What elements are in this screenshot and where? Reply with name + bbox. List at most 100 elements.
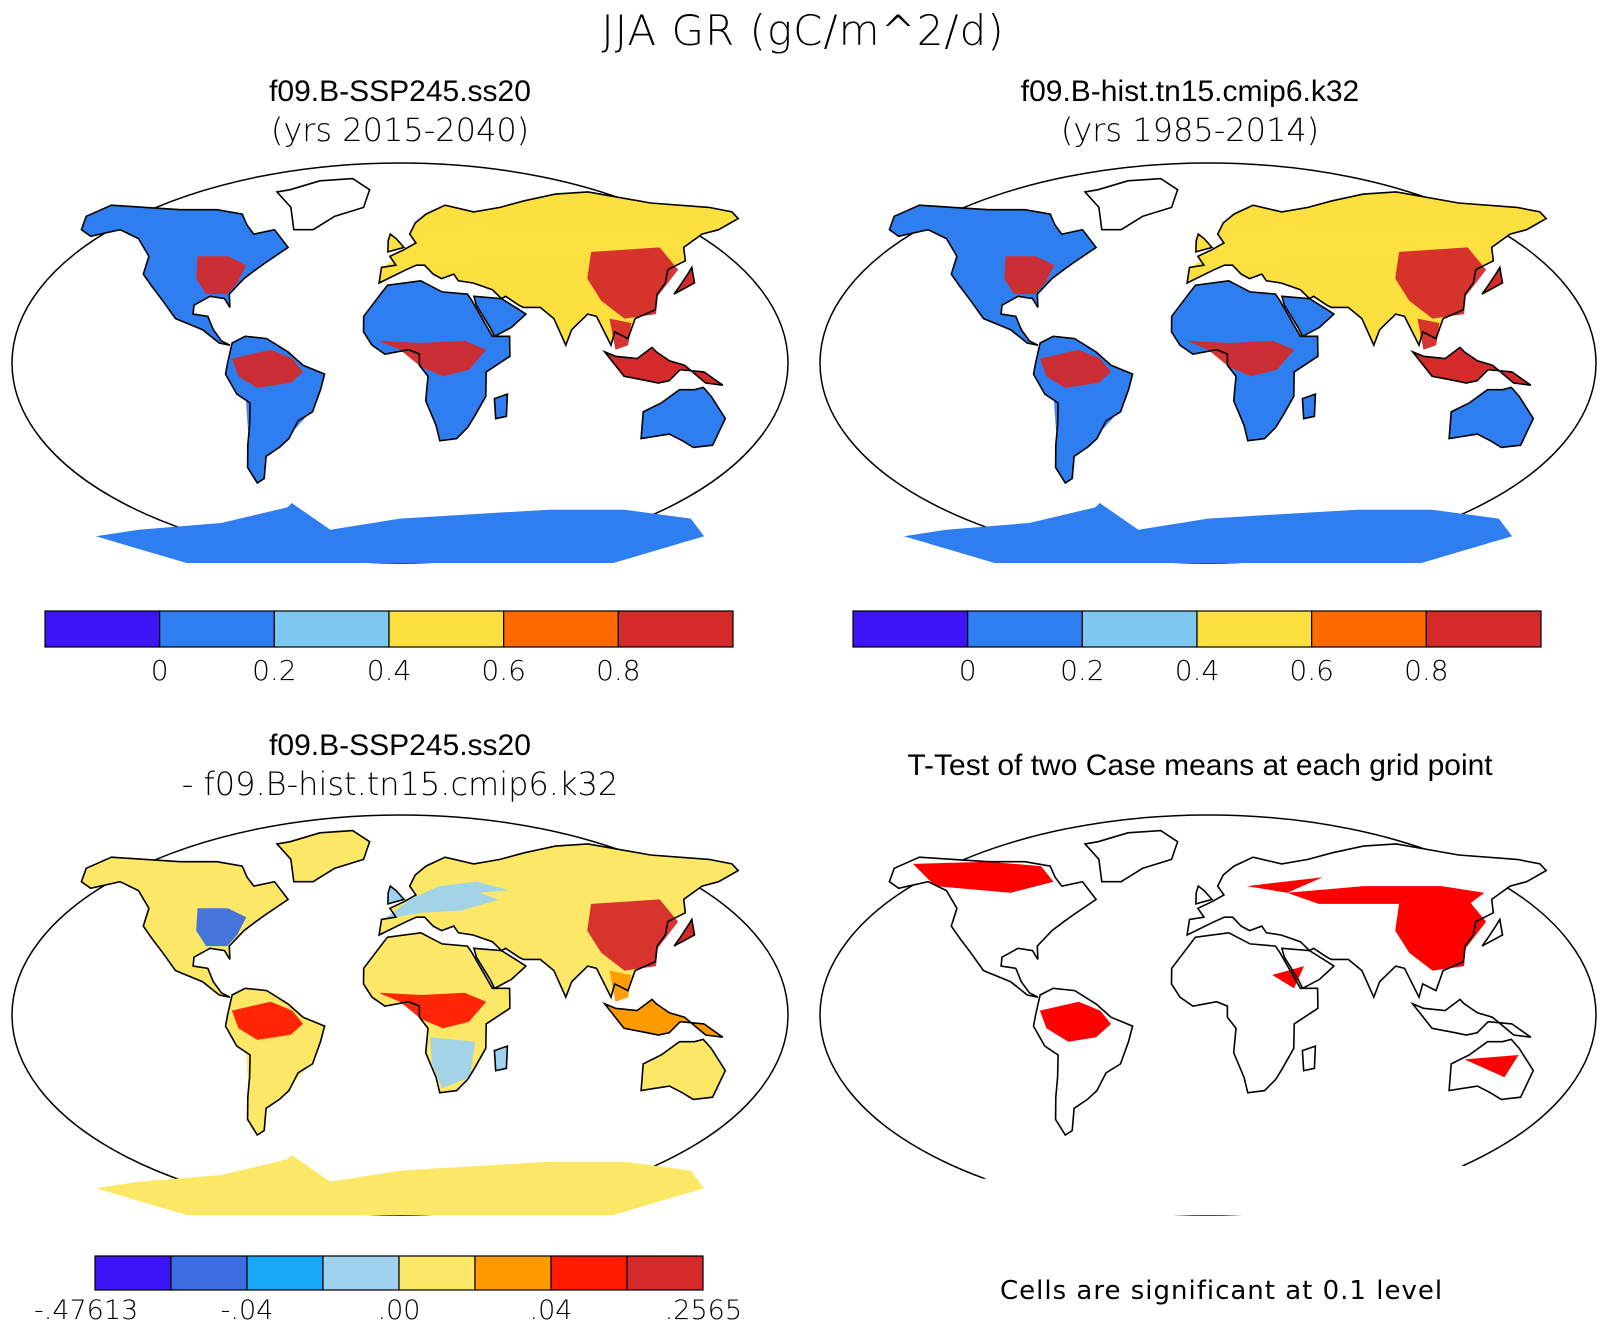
colorbar-box xyxy=(273,610,390,648)
field-siberia xyxy=(479,234,677,252)
field-southern-africa xyxy=(430,1037,476,1089)
field-southern-africa xyxy=(430,385,476,437)
coastline-madagascar xyxy=(1301,1044,1317,1072)
panel-case1-name: f09.B-SSP245.ss20 xyxy=(269,75,531,108)
field-south-america xyxy=(245,1032,315,1104)
field-east-asia xyxy=(587,899,679,971)
field-east-asia xyxy=(587,247,679,319)
coastline-se-islands xyxy=(602,998,724,1038)
colorbar-box xyxy=(550,1255,628,1291)
colorbar-box xyxy=(159,610,275,648)
panel-case1-years: (yrs 2015-2040) xyxy=(270,111,530,149)
coastline-arabia xyxy=(1280,947,1336,990)
coastline-australia xyxy=(640,386,727,449)
coastline-uk xyxy=(387,232,406,253)
panel-diff-subtitle: - f09.B-hist.tn15.cmip6.k32 xyxy=(181,765,619,803)
coastline-greenland xyxy=(275,177,371,231)
coastline-north-america xyxy=(80,856,290,998)
land-se-islands xyxy=(604,347,723,386)
colorbar-tick-label: 0 xyxy=(151,654,169,687)
colorbar-tick-label: 0 xyxy=(959,654,977,687)
coastline-australia xyxy=(1448,1038,1535,1101)
land-madagascar xyxy=(1302,394,1316,419)
colorbar-tick-label: 0.6 xyxy=(481,654,526,687)
colorbar-box xyxy=(503,610,619,648)
colorbar-box xyxy=(398,1255,476,1291)
field-europe xyxy=(383,229,519,268)
significant-cells xyxy=(1272,966,1304,989)
land-antarctica xyxy=(903,503,1513,563)
map-ttest-significance xyxy=(819,814,1597,1216)
map-case2 xyxy=(819,162,1597,564)
panel-title-ttest: T-Test of two Case means at each grid po… xyxy=(820,748,1580,784)
colorbar-box xyxy=(388,610,505,648)
coastline-uk xyxy=(387,884,406,905)
coastline-south-america xyxy=(1032,987,1134,1137)
land-uk xyxy=(1195,234,1212,252)
colorbar-tick-label: 0.2 xyxy=(252,654,297,687)
coastline-se-islands xyxy=(1410,346,1532,386)
coastline-eurasia xyxy=(378,191,740,348)
coastline-south-america xyxy=(224,987,326,1137)
land-greenland xyxy=(277,178,370,230)
significant-cells xyxy=(913,861,1054,893)
colorbar-box xyxy=(94,1255,172,1291)
coastline-madagascar xyxy=(1301,392,1317,420)
colorbar-box xyxy=(1081,610,1198,648)
coastline-japan xyxy=(673,917,696,947)
panel-case2-name: f09.B-hist.tn15.cmip6.k32 xyxy=(1020,75,1360,108)
coastline-eurasia xyxy=(378,843,740,1000)
coastline-australia xyxy=(640,1038,727,1101)
coastline-japan xyxy=(1481,265,1504,295)
land-greenland xyxy=(1085,178,1178,230)
colorbar-box xyxy=(626,1255,704,1291)
field-southern-africa xyxy=(1238,385,1284,437)
coastline-north-america xyxy=(888,856,1098,998)
field-east-asia xyxy=(1395,247,1487,319)
field-south-america xyxy=(1053,380,1123,452)
colorbar-tick-label: .04 xyxy=(530,1295,573,1323)
coastline-uk xyxy=(1195,232,1214,253)
land-madagascar xyxy=(494,1046,508,1071)
panel-ttest-name: T-Test of two Case means at each grid po… xyxy=(907,749,1493,782)
colorbar-tick-label: .00 xyxy=(378,1295,421,1323)
colorbar-tick-label: -.04 xyxy=(221,1295,274,1323)
colorbar-box xyxy=(44,610,161,648)
colorbar-box xyxy=(967,610,1083,648)
colorbar-tick-label: -.47613 xyxy=(34,1295,138,1323)
coastline-japan xyxy=(1481,917,1504,947)
colorbar-tick-label: 0.8 xyxy=(596,654,641,687)
coastline-greenland xyxy=(1083,829,1179,883)
coastline-uk xyxy=(1195,884,1214,905)
land-north-america xyxy=(81,205,289,346)
colorbar-box xyxy=(170,1255,248,1291)
field-europe xyxy=(383,881,519,920)
colorbar-box xyxy=(617,610,734,648)
land-uk xyxy=(387,886,404,904)
coastline-south-america xyxy=(1032,335,1134,485)
land-north-america xyxy=(889,205,1097,346)
significant-cells xyxy=(1039,1001,1111,1042)
significant-cells xyxy=(1395,899,1487,971)
panel-case2-years: (yrs 1985-2014) xyxy=(1060,111,1320,149)
significance-note: Cells are significant at 0.1 level xyxy=(1000,1276,1444,1306)
figure-title: JJA GR (gC/m^2/d) xyxy=(601,6,1005,55)
coastline-africa xyxy=(1170,931,1319,1094)
coastline-se-islands xyxy=(602,346,724,386)
colorbar-box xyxy=(852,610,969,648)
coastline-north-america xyxy=(80,204,290,346)
land-se-islands xyxy=(1412,999,1531,1038)
coastline-africa xyxy=(362,279,511,442)
panel-title-diff: f09.B-SSP245.ss20 - f09.B-hist.tn15.cmip… xyxy=(80,728,720,804)
land-uk xyxy=(387,234,404,252)
coastline-arabia xyxy=(472,295,528,338)
field-us-east xyxy=(196,908,247,947)
colorbar-tick-label: 0.4 xyxy=(1175,654,1220,687)
panel-title-case2: f09.B-hist.tn15.cmip6.k32 (yrs 1985-2014… xyxy=(870,74,1510,150)
colorbar-tick-label: .2565 xyxy=(665,1295,742,1323)
significant-cells xyxy=(1464,1055,1519,1078)
coastline-madagascar xyxy=(493,1044,509,1072)
land-antarctica xyxy=(95,503,705,563)
field-us-east xyxy=(196,256,247,295)
coastline-eurasia xyxy=(1186,843,1548,1000)
